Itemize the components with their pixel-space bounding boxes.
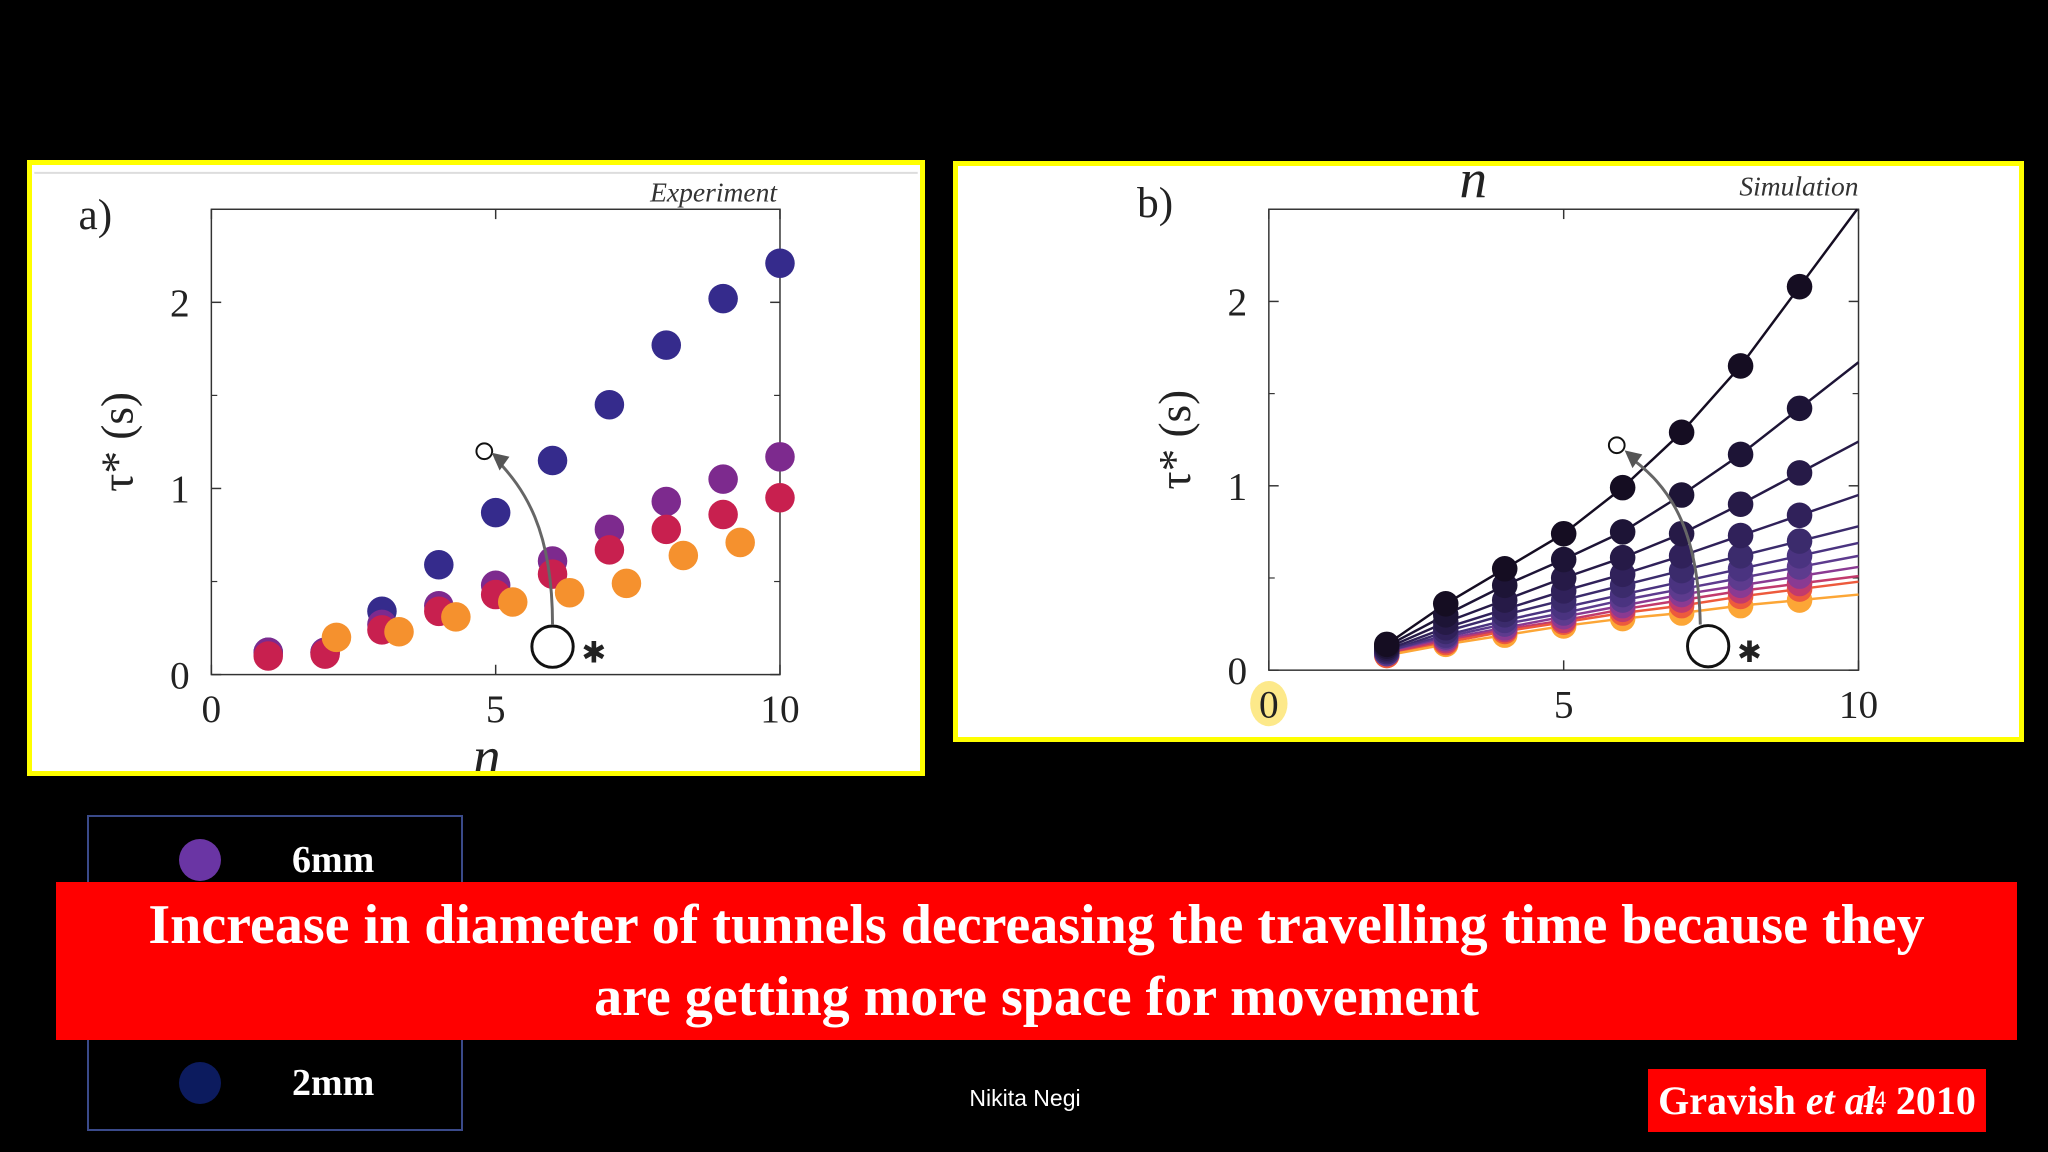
x-tick-label-10: 10 xyxy=(1839,682,1878,726)
legend: 6mm 2mm xyxy=(87,815,463,1131)
panel-label: a) xyxy=(79,191,113,239)
data-point-s3-7 xyxy=(725,527,755,558)
data-point-s2-7 xyxy=(651,514,682,545)
x-tick-label-10: 10 xyxy=(760,687,799,731)
legend-label-2mm: 2mm xyxy=(292,1062,375,1104)
citation-badge: Gravish et al. 2010 xyxy=(1648,1069,1986,1132)
legend-marker-2mm xyxy=(179,1062,221,1104)
data-point-s3-5 xyxy=(611,568,642,599)
y-tick-label-0: 0 xyxy=(1228,649,1248,693)
data-point-s2-6 xyxy=(1727,491,1754,518)
y-tick-label-1: 1 xyxy=(170,467,190,511)
x-axis-label: n xyxy=(1460,166,1488,209)
data-point-s1-7 xyxy=(1786,395,1813,422)
data-point-s0-4 xyxy=(480,497,511,528)
trend-arrow-line xyxy=(1627,455,1702,625)
data-point-s2-5 xyxy=(537,559,568,589)
conclusion-banner: Increase in diameter of tunnels decreasi… xyxy=(56,882,2017,1040)
banner-line-1: Increase in diameter of tunnels decreasi… xyxy=(148,894,1925,956)
data-point-s3-6 xyxy=(1727,522,1754,549)
x-tick-label-0: 0 xyxy=(202,687,222,731)
data-point-s0-9 xyxy=(765,248,795,279)
data-point-s1-7 xyxy=(651,486,682,517)
data-point-s3-2 xyxy=(441,602,471,632)
corner-label: Experiment xyxy=(649,176,778,207)
experiment-scatter-plot: 0 5 10 0 1 2 τ* (s) n a) Experiment ✱ xyxy=(34,171,918,771)
y-tick-label-2: 2 xyxy=(170,281,190,325)
data-point-s4-6 xyxy=(1727,543,1754,569)
data-point-s3-5 xyxy=(1668,543,1695,569)
data-point-s1-3 xyxy=(1550,546,1577,573)
data-point-s0-6 xyxy=(1727,353,1754,379)
legend-marker-6mm xyxy=(179,839,221,881)
author-name: Nikita Negi xyxy=(969,1085,1081,1111)
data-point-s0-8 xyxy=(708,283,738,314)
ant-tunnel-large-icon xyxy=(1686,624,1731,669)
data-point-s0-7 xyxy=(1786,273,1813,300)
data-point-s2-6 xyxy=(594,535,625,565)
citation-year: 2010 xyxy=(1885,1078,1976,1123)
y-axis-label: τ* (s) xyxy=(1150,390,1200,490)
x-tick-label-5: 5 xyxy=(486,687,506,731)
data-point-s2-8 xyxy=(708,499,738,530)
data-point-s0-0 xyxy=(1374,631,1400,658)
data-point-s0-5 xyxy=(537,445,568,476)
data-point-s1-8 xyxy=(708,464,738,494)
ant-tunnel-small-icon xyxy=(475,442,494,461)
ant-tunnel-small-icon xyxy=(1607,436,1626,455)
data-point-s2-0 xyxy=(253,641,283,671)
data-point-s1-5 xyxy=(1668,482,1695,508)
data-point-s0-2 xyxy=(1491,555,1518,582)
data-point-s2-7 xyxy=(1786,460,1813,486)
data-point-s2-4 xyxy=(1609,544,1636,571)
ant-tunnel-large-icon xyxy=(530,624,575,669)
data-point-s0-3 xyxy=(1550,520,1577,547)
ant-icon: ✱ xyxy=(1737,637,1762,669)
citation-et-al: et al. xyxy=(1805,1078,1886,1123)
data-point-s3-4 xyxy=(554,577,585,608)
x-axis-label: n xyxy=(473,726,501,771)
x-tick-label-5: 5 xyxy=(1554,682,1574,726)
data-point-s3-3 xyxy=(497,587,528,617)
data-point-s3-7 xyxy=(1786,502,1813,529)
data-point-s1-6 xyxy=(594,514,625,545)
legend-label-6mm: 6mm xyxy=(292,839,375,881)
chart-panel-experiment: 0 5 10 0 1 2 τ* (s) n a) Experiment ✱ xyxy=(27,160,925,776)
trend-arrow-head xyxy=(491,452,510,471)
data-point-s4-7 xyxy=(1786,528,1813,554)
data-point-s1-6 xyxy=(1727,441,1754,468)
data-point-s2-9 xyxy=(765,483,795,513)
slide-number: 14 xyxy=(1862,1087,1887,1112)
data-point-s0-7 xyxy=(651,330,682,360)
y-tick-label-0: 0 xyxy=(170,653,190,697)
data-point-s3-1 xyxy=(384,617,414,647)
data-point-s0-4 xyxy=(1609,474,1636,501)
data-point-s0-1 xyxy=(1432,591,1459,617)
data-point-s0-3 xyxy=(424,550,454,580)
y-axis-label: τ* (s) xyxy=(93,392,143,492)
trend-arrow-line xyxy=(494,457,555,626)
trend-arrow-head xyxy=(1624,450,1643,469)
data-point-s1-4 xyxy=(1609,519,1636,545)
panel-label: b) xyxy=(1137,179,1173,227)
chart-panel-simulation: 0 5 10 0 1 2 τ* (s) n b) Simulation ✱ xyxy=(953,161,2024,742)
legend-item-6mm: 6mm xyxy=(89,830,461,890)
ant-icon: ✱ xyxy=(581,637,606,669)
banner-line-2: are getting more space for movement xyxy=(594,966,1479,1028)
y-tick-label-1: 1 xyxy=(1228,465,1248,509)
y-tick-label-2: 2 xyxy=(1228,280,1248,324)
data-point-s3-6 xyxy=(668,540,699,571)
data-point-s0-5 xyxy=(1668,419,1695,446)
zero-tick-highlight xyxy=(1250,680,1288,727)
legend-item-2mm: 2mm xyxy=(89,1053,461,1113)
simulation-line-plot: 0 5 10 0 1 2 τ* (s) n b) Simulation ✱ xyxy=(1137,166,1878,727)
data-point-s3-0 xyxy=(321,622,352,653)
x-tick-label-0: 0 xyxy=(1259,682,1279,726)
data-point-s1-9 xyxy=(765,442,795,472)
data-point-s0-6 xyxy=(594,389,625,420)
citation-author: Gravish xyxy=(1658,1078,1806,1123)
corner-label: Simulation xyxy=(1739,170,1858,201)
data-point-s2-3 xyxy=(1550,565,1577,591)
